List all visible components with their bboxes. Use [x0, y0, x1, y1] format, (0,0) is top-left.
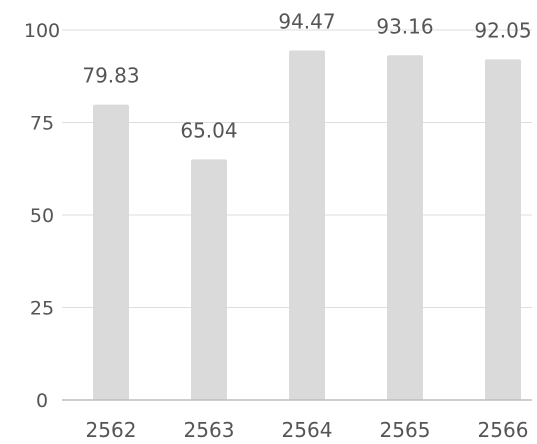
bar-2563: [191, 159, 227, 400]
y-tick-label: 100: [24, 20, 60, 42]
value-label-2565: 93.16: [376, 14, 433, 38]
x-label-2564: 2564: [282, 418, 333, 442]
x-label-2565: 2565: [380, 418, 431, 442]
y-tick-label: 0: [36, 390, 48, 412]
value-label-2564: 94.47: [278, 9, 335, 33]
bar-2566: [485, 59, 521, 400]
value-label-2562: 79.83: [82, 64, 139, 88]
value-labels: 79.83 65.04 94.47 93.16 92.05: [82, 9, 531, 142]
value-label-2566: 92.05: [474, 18, 531, 42]
y-tick-label: 50: [30, 205, 54, 227]
bar-2564: [289, 50, 325, 400]
x-label-2563: 2563: [184, 418, 235, 442]
x-label-2562: 2562: [86, 418, 137, 442]
value-label-2563: 65.04: [180, 118, 237, 142]
bars: [93, 50, 521, 401]
y-axis-ticks: 0 25 50 75 100: [24, 20, 60, 412]
x-label-2566: 2566: [478, 418, 529, 442]
x-axis-labels: 2562 2563 2564 2565 2566: [86, 418, 529, 442]
bar-2565: [387, 55, 423, 401]
y-tick-label: 75: [30, 113, 54, 135]
bar-2562: [93, 104, 129, 400]
y-tick-label: 25: [30, 298, 54, 320]
